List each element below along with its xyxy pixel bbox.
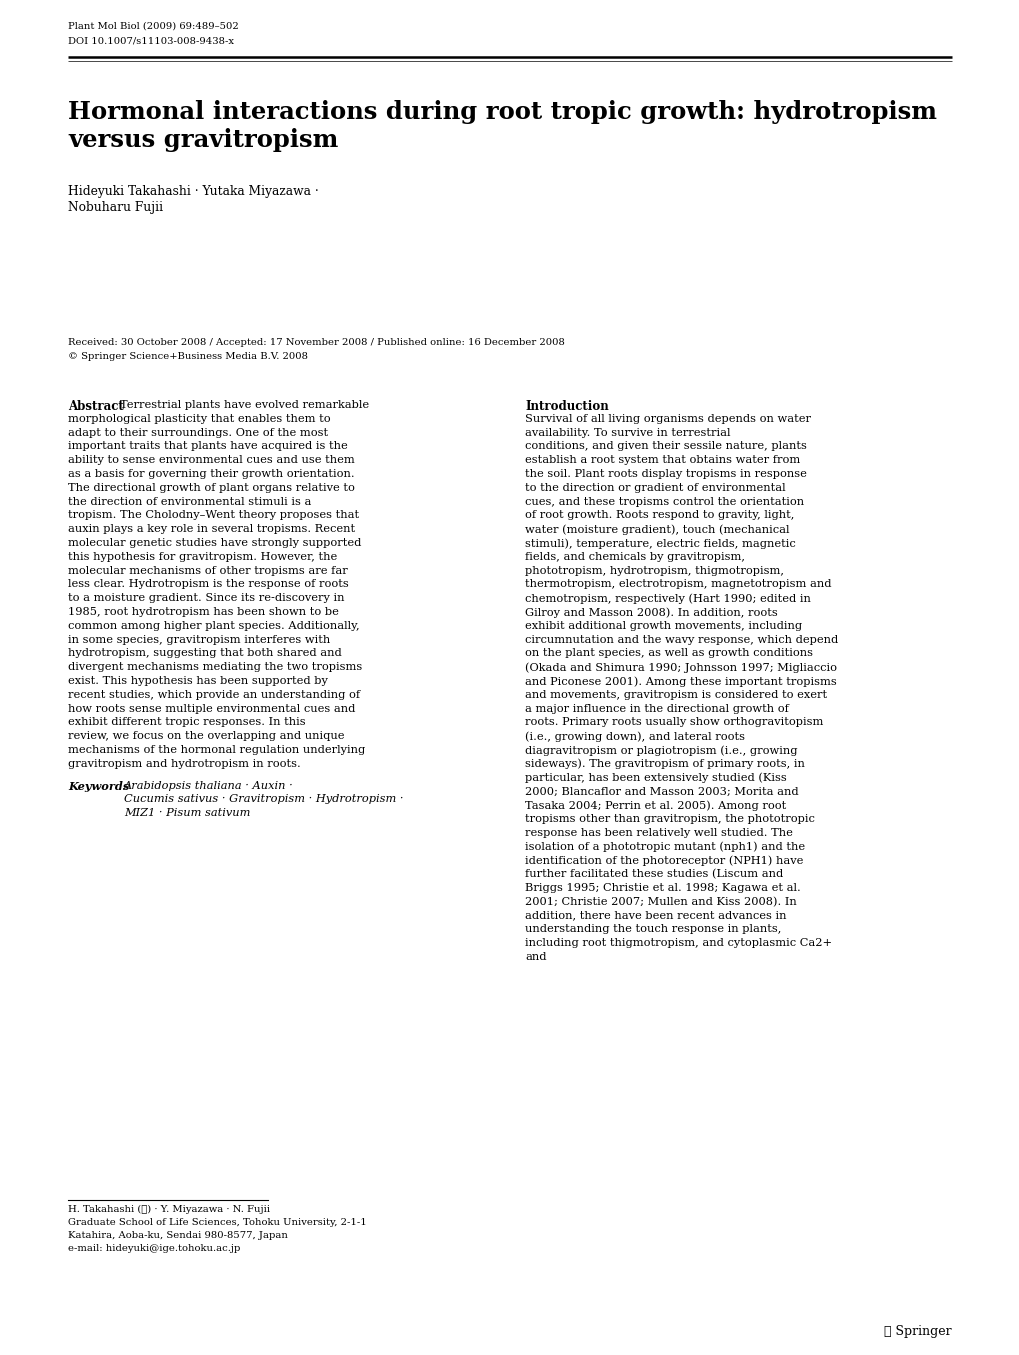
Text: important traits that plants have acquired is the: important traits that plants have acquir… (68, 442, 347, 451)
Text: recent studies, which provide an understanding of: recent studies, which provide an underst… (68, 690, 360, 699)
Text: and Piconese 2001). Among these important tropisms: and Piconese 2001). Among these importan… (525, 676, 836, 687)
Text: The directional growth of plant organs relative to: The directional growth of plant organs r… (68, 482, 355, 493)
Text: on the plant species, as well as growth conditions: on the plant species, as well as growth … (525, 649, 812, 659)
Text: Introduction: Introduction (525, 400, 608, 413)
Text: and: and (525, 953, 546, 962)
Text: Arabidopsis thaliana · Auxin ·: Arabidopsis thaliana · Auxin · (124, 780, 293, 790)
Text: exhibit additional growth movements, including: exhibit additional growth movements, inc… (525, 621, 801, 631)
Text: Survival of all living organisms depends on water: Survival of all living organisms depends… (525, 413, 810, 424)
Text: Received: 30 October 2008 / Accepted: 17 November 2008 / Published online: 16 De: Received: 30 October 2008 / Accepted: 17… (68, 337, 565, 347)
Text: thermotropism, electrotropism, magnetotropism and: thermotropism, electrotropism, magnetotr… (525, 580, 830, 589)
Text: diagravitropism or plagiotropism (i.e., growing: diagravitropism or plagiotropism (i.e., … (525, 745, 797, 756)
Text: review, we focus on the overlapping and unique: review, we focus on the overlapping and … (68, 732, 344, 741)
Text: cues, and these tropisms control the orientation: cues, and these tropisms control the ori… (525, 496, 803, 507)
Text: Briggs 1995; Christie et al. 1998; Kagawa et al.: Briggs 1995; Christie et al. 1998; Kagaw… (525, 883, 800, 893)
Text: response has been relatively well studied. The: response has been relatively well studie… (525, 828, 792, 837)
Text: as a basis for governing their growth orientation.: as a basis for governing their growth or… (68, 469, 355, 480)
Text: further facilitated these studies (Liscum and: further facilitated these studies (Liscu… (525, 869, 783, 879)
Text: roots. Primary roots usually show orthogravitopism: roots. Primary roots usually show orthog… (525, 717, 822, 728)
Text: and movements, gravitropism is considered to exert: and movements, gravitropism is considere… (525, 690, 826, 699)
Text: including root thigmotropism, and cytoplasmic Ca2+: including root thigmotropism, and cytopl… (525, 938, 832, 948)
Text: conditions, and given their sessile nature, plants: conditions, and given their sessile natu… (525, 442, 806, 451)
Text: molecular genetic studies have strongly supported: molecular genetic studies have strongly … (68, 538, 361, 547)
Text: MIZ1 · Pisum sativum: MIZ1 · Pisum sativum (124, 808, 250, 818)
Text: to a moisture gradient. Since its re-discovery in: to a moisture gradient. Since its re-dis… (68, 593, 344, 603)
Text: ability to sense environmental cues and use them: ability to sense environmental cues and … (68, 455, 355, 465)
Text: chemotropism, respectively (Hart 1990; edited in: chemotropism, respectively (Hart 1990; e… (525, 593, 810, 604)
Text: (i.e., growing down), and lateral roots: (i.e., growing down), and lateral roots (525, 732, 744, 741)
Text: circumnutation and the wavy response, which depend: circumnutation and the wavy response, wh… (525, 634, 838, 645)
Text: Graduate School of Life Sciences, Tohoku University, 2-1-1: Graduate School of Life Sciences, Tohoku… (68, 1218, 367, 1228)
Text: molecular mechanisms of other tropisms are far: molecular mechanisms of other tropisms a… (68, 565, 347, 576)
Text: versus gravitropism: versus gravitropism (68, 127, 338, 152)
Text: Katahira, Aoba-ku, Sendai 980-8577, Japan: Katahira, Aoba-ku, Sendai 980-8577, Japa… (68, 1230, 287, 1240)
Text: the soil. Plant roots display tropisms in response: the soil. Plant roots display tropisms i… (525, 469, 806, 480)
Text: Keywords: Keywords (68, 780, 129, 791)
Text: water (moisture gradient), touch (mechanical: water (moisture gradient), touch (mechan… (525, 524, 789, 535)
Text: e-mail: hideyuki@ige.tohoku.ac.jp: e-mail: hideyuki@ige.tohoku.ac.jp (68, 1244, 240, 1253)
Text: tropisms other than gravitropism, the phototropic: tropisms other than gravitropism, the ph… (525, 814, 814, 824)
Text: Nobuharu Fujii: Nobuharu Fujii (68, 201, 163, 214)
Text: fields, and chemicals by gravitropism,: fields, and chemicals by gravitropism, (525, 551, 744, 562)
Text: phototropism, hydrotropism, thigmotropism,: phototropism, hydrotropism, thigmotropis… (525, 565, 784, 576)
Text: availability. To survive in terrestrial: availability. To survive in terrestrial (525, 428, 730, 438)
Text: morphological plasticity that enables them to: morphological plasticity that enables th… (68, 413, 330, 424)
Text: mechanisms of the hormonal regulation underlying: mechanisms of the hormonal regulation un… (68, 745, 365, 755)
Text: identification of the photoreceptor (NPH1) have: identification of the photoreceptor (NPH… (525, 855, 803, 866)
Text: divergent mechanisms mediating the two tropisms: divergent mechanisms mediating the two t… (68, 663, 362, 672)
Text: common among higher plant species. Additionally,: common among higher plant species. Addit… (68, 621, 360, 631)
Text: 1985, root hydrotropism has been shown to be: 1985, root hydrotropism has been shown t… (68, 607, 338, 617)
Text: gravitropism and hydrotropism in roots.: gravitropism and hydrotropism in roots. (68, 759, 301, 768)
Text: how roots sense multiple environmental cues and: how roots sense multiple environmental c… (68, 703, 355, 714)
Text: understanding the touch response in plants,: understanding the touch response in plan… (525, 924, 781, 935)
Text: addition, there have been recent advances in: addition, there have been recent advance… (525, 911, 786, 920)
Text: (Okada and Shimura 1990; Johnsson 1997; Migliaccio: (Okada and Shimura 1990; Johnsson 1997; … (525, 663, 837, 673)
Text: ⑥ Springer: ⑥ Springer (883, 1325, 951, 1337)
Text: Hormonal interactions during root tropic growth: hydrotropism: Hormonal interactions during root tropic… (68, 100, 936, 125)
Text: this hypothesis for gravitropism. However, the: this hypothesis for gravitropism. Howeve… (68, 551, 337, 562)
Text: auxin plays a key role in several tropisms. Recent: auxin plays a key role in several tropis… (68, 524, 355, 534)
Text: exist. This hypothesis has been supported by: exist. This hypothesis has been supporte… (68, 676, 327, 686)
Text: 2000; Blancaflor and Masson 2003; Morita and: 2000; Blancaflor and Masson 2003; Morita… (525, 786, 798, 797)
Text: tropism. The Cholodny–Went theory proposes that: tropism. The Cholodny–Went theory propos… (68, 511, 359, 520)
Text: particular, has been extensively studied (Kiss: particular, has been extensively studied… (525, 772, 786, 783)
Text: exhibit different tropic responses. In this: exhibit different tropic responses. In t… (68, 717, 306, 728)
Text: © Springer Science+Business Media B.V. 2008: © Springer Science+Business Media B.V. 2… (68, 352, 308, 360)
Text: to the direction or gradient of environmental: to the direction or gradient of environm… (525, 482, 785, 493)
Text: Terrestrial plants have evolved remarkable: Terrestrial plants have evolved remarkab… (120, 400, 369, 411)
Text: Hideyuki Takahashi · Yutaka Miyazawa ·: Hideyuki Takahashi · Yutaka Miyazawa · (68, 186, 319, 198)
Text: a major influence in the directional growth of: a major influence in the directional gro… (525, 703, 788, 714)
Text: 2001; Christie 2007; Mullen and Kiss 2008). In: 2001; Christie 2007; Mullen and Kiss 200… (525, 897, 796, 906)
Text: establish a root system that obtains water from: establish a root system that obtains wat… (525, 455, 800, 465)
Text: Cucumis sativus · Gravitropism · Hydrotropism ·: Cucumis sativus · Gravitropism · Hydrotr… (124, 794, 404, 805)
Text: H. Takahashi (✉) · Y. Miyazawa · N. Fujii: H. Takahashi (✉) · Y. Miyazawa · N. Fuji… (68, 1205, 270, 1214)
Text: DOI 10.1007/s11103-008-9438-x: DOI 10.1007/s11103-008-9438-x (68, 37, 233, 46)
Text: Abstract: Abstract (68, 400, 123, 413)
Text: in some species, gravitropism interferes with: in some species, gravitropism interferes… (68, 634, 330, 645)
Text: stimuli), temperature, electric fields, magnetic: stimuli), temperature, electric fields, … (525, 538, 795, 549)
Text: hydrotropism, suggesting that both shared and: hydrotropism, suggesting that both share… (68, 649, 341, 659)
Text: Tasaka 2004; Perrin et al. 2005). Among root: Tasaka 2004; Perrin et al. 2005). Among … (525, 801, 786, 810)
Text: Plant Mol Biol (2009) 69:489–502: Plant Mol Biol (2009) 69:489–502 (68, 22, 238, 31)
Text: less clear. Hydrotropism is the response of roots: less clear. Hydrotropism is the response… (68, 580, 348, 589)
Text: of root growth. Roots respond to gravity, light,: of root growth. Roots respond to gravity… (525, 511, 794, 520)
Text: sideways). The gravitropism of primary roots, in: sideways). The gravitropism of primary r… (525, 759, 804, 770)
Text: isolation of a phototropic mutant (nph1) and the: isolation of a phototropic mutant (nph1)… (525, 841, 804, 852)
Text: adapt to their surroundings. One of the most: adapt to their surroundings. One of the … (68, 428, 328, 438)
Text: Gilroy and Masson 2008). In addition, roots: Gilroy and Masson 2008). In addition, ro… (525, 607, 777, 618)
Text: the direction of environmental stimuli is a: the direction of environmental stimuli i… (68, 496, 311, 507)
